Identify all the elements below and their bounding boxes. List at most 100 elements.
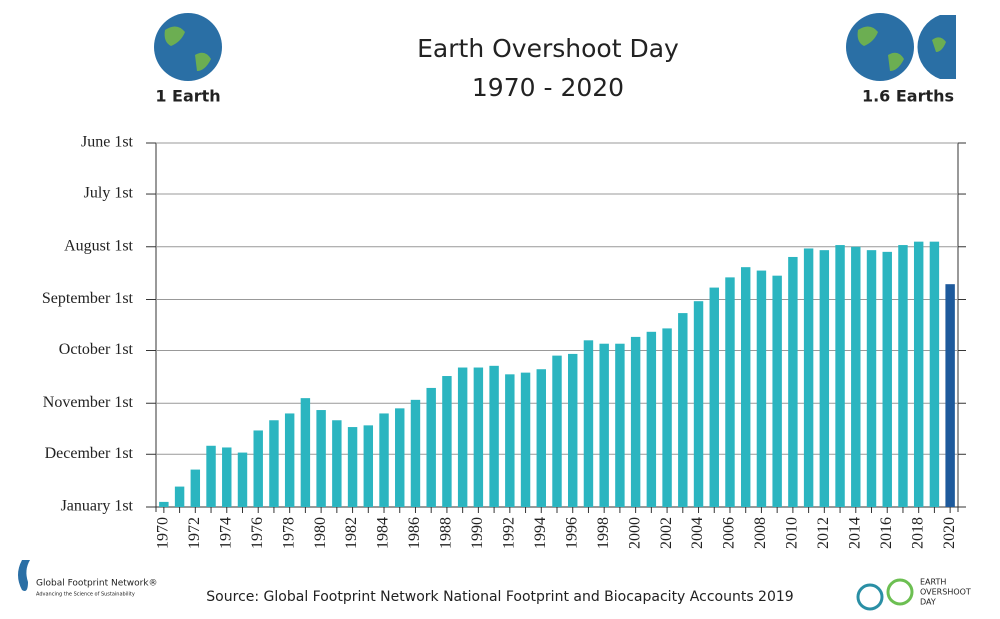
- bar: [253, 430, 263, 507]
- bar: [395, 408, 405, 507]
- bar: [363, 425, 374, 507]
- y-tick-label: August 1st: [64, 237, 133, 254]
- x-tick-label: 2018: [909, 517, 926, 549]
- bar: [615, 343, 625, 507]
- bar: [756, 270, 767, 507]
- x-tick-label: 2020: [941, 517, 958, 549]
- globe-right: [846, 13, 956, 81]
- y-tick-label: November 1st: [43, 394, 134, 411]
- bar: [536, 369, 546, 507]
- bar: [709, 287, 719, 507]
- bar: [206, 445, 216, 507]
- bar: [222, 447, 232, 507]
- y-tick-label: October 1st: [59, 341, 134, 358]
- bar: [520, 372, 531, 507]
- globe-left: [154, 13, 222, 81]
- x-tick-label: 1988: [438, 517, 455, 549]
- bar: [316, 410, 326, 507]
- globe-label: 1.6 Earths: [862, 87, 954, 106]
- bar: [190, 469, 201, 507]
- bar: [457, 367, 468, 507]
- x-tick-label: 2000: [626, 517, 643, 549]
- x-tick-label: 1982: [343, 517, 360, 549]
- bar: [505, 374, 515, 507]
- bar: [662, 328, 672, 507]
- logo-text: DAY: [920, 598, 936, 607]
- bar: [882, 251, 892, 507]
- bar: [568, 353, 578, 507]
- bar: [583, 340, 594, 507]
- x-tick-label: 1976: [249, 517, 266, 549]
- chart-title: Earth Overshoot Day: [417, 34, 679, 63]
- bar: [788, 256, 798, 507]
- bar: [174, 486, 185, 507]
- x-tick-label: 1972: [186, 517, 203, 549]
- bar: [159, 501, 169, 507]
- bar: [300, 398, 311, 507]
- bar: [835, 245, 845, 507]
- bar: [599, 343, 609, 507]
- bar: [410, 399, 421, 507]
- x-tick-label: 1978: [280, 517, 297, 549]
- x-tick-label: 1990: [469, 517, 486, 549]
- y-tick-label: December 1st: [45, 445, 134, 462]
- bar: [552, 355, 562, 507]
- bar: [725, 277, 735, 507]
- bar: [646, 331, 657, 507]
- bar: [426, 387, 436, 507]
- bar: [347, 427, 358, 507]
- chart-subtitle: 1970 - 2020: [472, 73, 624, 102]
- source-note: Source: Global Footprint Network Nationa…: [206, 589, 793, 605]
- bar: [913, 241, 924, 507]
- bar: [898, 245, 908, 507]
- bar: [237, 452, 248, 507]
- x-tick-label: 1970: [155, 517, 172, 549]
- logo-text: Global Footprint Network®: [36, 579, 158, 589]
- x-tick-label: 2010: [784, 517, 801, 549]
- bar: [740, 267, 751, 507]
- bar: [284, 413, 295, 507]
- bar: [379, 413, 389, 507]
- x-tick-label: 2012: [815, 517, 832, 549]
- x-tick-label: 2014: [846, 517, 863, 549]
- y-tick-label: July 1st: [84, 185, 134, 202]
- x-tick-label: 1974: [217, 517, 234, 549]
- x-tick-label: 2008: [752, 517, 769, 549]
- logo-text: EARTH: [920, 578, 946, 587]
- y-tick-label: June 1st: [81, 134, 134, 151]
- bar: [473, 367, 484, 507]
- bar: [693, 301, 704, 507]
- x-tick-label: 1998: [595, 517, 612, 549]
- bar: [269, 420, 279, 507]
- bar: [803, 248, 814, 507]
- x-tick-label: 1994: [532, 517, 549, 549]
- bar: [678, 313, 688, 507]
- bar: [851, 246, 861, 507]
- logo-right: EARTH OVERSHOOT DAY: [856, 578, 971, 611]
- bar: [866, 250, 877, 507]
- x-tick-label: 1996: [563, 517, 580, 549]
- x-tick-label: 1984: [375, 517, 392, 549]
- bar: [630, 336, 641, 507]
- x-tick-label: 2004: [689, 517, 706, 549]
- x-tick-label: 1980: [312, 517, 329, 549]
- bar: [442, 376, 452, 507]
- globe-label: 1 Earth: [155, 87, 220, 106]
- x-tick-label: 1986: [406, 517, 423, 549]
- bar: [489, 365, 499, 507]
- x-tick-label: 2002: [658, 517, 675, 549]
- y-tick-label: September 1st: [42, 290, 134, 307]
- bar: [332, 420, 342, 507]
- y-tick-label: January 1st: [61, 498, 134, 515]
- bar: [945, 284, 955, 507]
- logo-tagline: Advancing the Science of Sustainability: [36, 592, 135, 598]
- bar: [819, 250, 830, 507]
- logo-left: Global Footprint Network® Advancing the …: [18, 560, 158, 598]
- x-tick-label: 2006: [721, 517, 738, 549]
- x-tick-label: 2016: [878, 517, 895, 549]
- bar: [772, 275, 782, 507]
- x-tick-label: 1992: [500, 517, 517, 549]
- bar: [929, 241, 940, 507]
- logo-text: OVERSHOOT: [920, 588, 971, 597]
